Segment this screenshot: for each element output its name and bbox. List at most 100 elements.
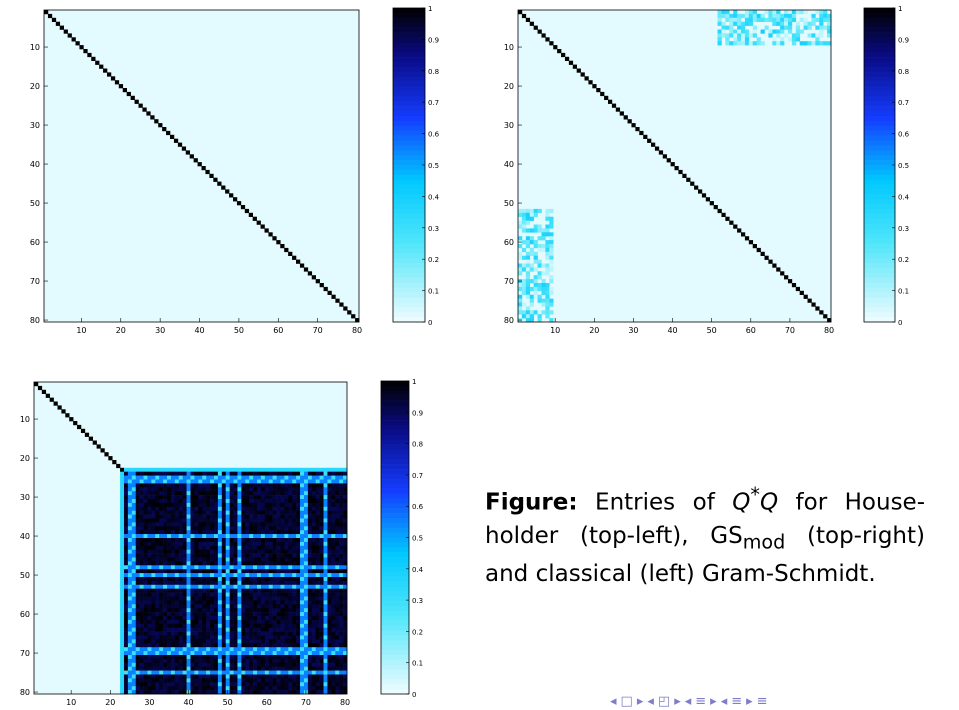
heatmap-cell xyxy=(206,502,211,508)
heatmap-cell xyxy=(139,682,144,687)
nav-symbol[interactable]: ◰ xyxy=(657,694,671,709)
heatmap-cell xyxy=(217,522,223,527)
heatmap-cell xyxy=(311,487,316,492)
heatmap-cell xyxy=(127,526,133,531)
heatmap-cell xyxy=(202,573,207,578)
heatmap-cell xyxy=(190,686,195,691)
heatmap-cell xyxy=(549,275,554,280)
heatmap-cell xyxy=(245,475,250,480)
nav-symbol[interactable]: ▸ xyxy=(674,694,681,709)
heatmap-cell xyxy=(194,619,199,625)
heatmap-cell xyxy=(335,534,340,539)
colorbar-segment xyxy=(381,566,409,573)
heatmap-cell xyxy=(210,479,215,484)
heatmap-cell xyxy=(307,479,313,484)
heatmap-cell xyxy=(260,565,266,570)
heatmap-cell xyxy=(607,99,613,104)
nav-symbol[interactable]: ◂ xyxy=(647,694,654,709)
heatmap-cell xyxy=(123,623,129,628)
heatmap-cell xyxy=(272,514,277,519)
heatmap-cell xyxy=(194,553,199,558)
nav-symbol[interactable]: □ xyxy=(620,694,633,709)
heatmap-cell xyxy=(135,534,140,539)
heatmap-cell xyxy=(174,522,180,527)
heatmap-cell xyxy=(167,655,172,660)
heatmap-cell xyxy=(135,623,140,628)
heatmap-cell xyxy=(296,499,301,504)
heatmap-cell xyxy=(233,658,238,664)
heatmap-cell xyxy=(288,557,293,562)
heatmap-cell xyxy=(257,514,262,519)
heatmap-cell xyxy=(335,502,340,508)
heatmap-cell xyxy=(135,522,140,527)
heatmap-cell xyxy=(198,619,203,625)
heatmap-cell xyxy=(307,651,313,656)
heatmap-cell xyxy=(120,662,125,667)
heatmap-cell xyxy=(178,553,183,558)
nav-symbol[interactable]: ≡ xyxy=(731,694,743,709)
nav-symbol[interactable]: ≡ xyxy=(756,694,768,709)
heatmap-cell xyxy=(733,13,738,19)
heatmap-cell xyxy=(303,647,309,652)
heatmap-cell xyxy=(237,502,242,508)
heatmap-cell xyxy=(296,471,301,476)
nav-symbol[interactable]: ▸ xyxy=(710,694,717,709)
colorbar-tick-label: 0 xyxy=(428,319,432,327)
heatmap-cell xyxy=(537,259,542,264)
heatmap-cell xyxy=(163,471,168,476)
heatmap-cell xyxy=(249,526,254,531)
heatmap-cell xyxy=(123,619,129,625)
heatmap-cell xyxy=(545,228,550,233)
heatmap-cell xyxy=(276,557,281,562)
nav-symbol[interactable]: ◂ xyxy=(684,694,692,709)
heatmap-cell xyxy=(126,91,131,97)
colorbar-segment xyxy=(393,57,425,63)
heatmap-cell xyxy=(135,670,140,675)
heatmap-cell xyxy=(159,475,164,480)
heatmap-cell xyxy=(167,541,172,547)
heatmap-cell xyxy=(213,483,219,488)
heatmap-cell xyxy=(311,639,316,644)
colorbar-segment xyxy=(381,527,409,533)
colorbar-segment xyxy=(393,312,425,318)
nav-symbol[interactable]: ◂ xyxy=(610,694,617,709)
heatmap-cell xyxy=(229,631,234,636)
heatmap-cell xyxy=(55,21,61,26)
heatmap-cell xyxy=(257,534,262,539)
heatmap-cell xyxy=(284,502,289,508)
heatmap-cell xyxy=(163,538,168,543)
heatmap-cell xyxy=(186,499,191,504)
heatmap-cell xyxy=(525,240,531,245)
colorbar-segment xyxy=(381,464,409,470)
heatmap-cell xyxy=(339,553,344,558)
heatmap-cell xyxy=(518,251,523,256)
heatmap-cell xyxy=(225,592,230,597)
heatmap-cell xyxy=(186,604,191,609)
heatmap-cell xyxy=(292,608,297,613)
heatmap-cell xyxy=(249,619,254,625)
heatmap-cell xyxy=(194,510,199,515)
nav-symbol[interactable]: ▸ xyxy=(636,694,644,709)
heatmap-cell xyxy=(296,569,301,574)
heatmap-cell xyxy=(120,623,125,628)
nav-symbol[interactable]: ▸ xyxy=(746,694,753,709)
nav-symbol[interactable]: ≡ xyxy=(695,694,707,709)
heatmap-cell xyxy=(288,577,293,582)
heatmap-cell xyxy=(241,549,246,554)
nav-symbol[interactable]: ◂ xyxy=(720,694,728,709)
heatmap-cell xyxy=(245,686,250,691)
heatmap-cell xyxy=(245,506,250,511)
heatmap-cell xyxy=(217,580,223,586)
heatmap-cell xyxy=(96,444,101,449)
heatmap-cell xyxy=(307,467,313,472)
heatmap-cell xyxy=(729,21,734,26)
heatmap-cell xyxy=(264,538,270,543)
heatmap-cell xyxy=(319,631,324,636)
heatmap-cell xyxy=(202,561,207,566)
heatmap-cell xyxy=(147,592,152,597)
heatmap-cell xyxy=(257,651,262,656)
heatmap-cell xyxy=(202,690,207,695)
heatmap-cell xyxy=(787,29,793,34)
heatmap-cell xyxy=(315,514,320,519)
heatmap-cell xyxy=(147,627,152,632)
